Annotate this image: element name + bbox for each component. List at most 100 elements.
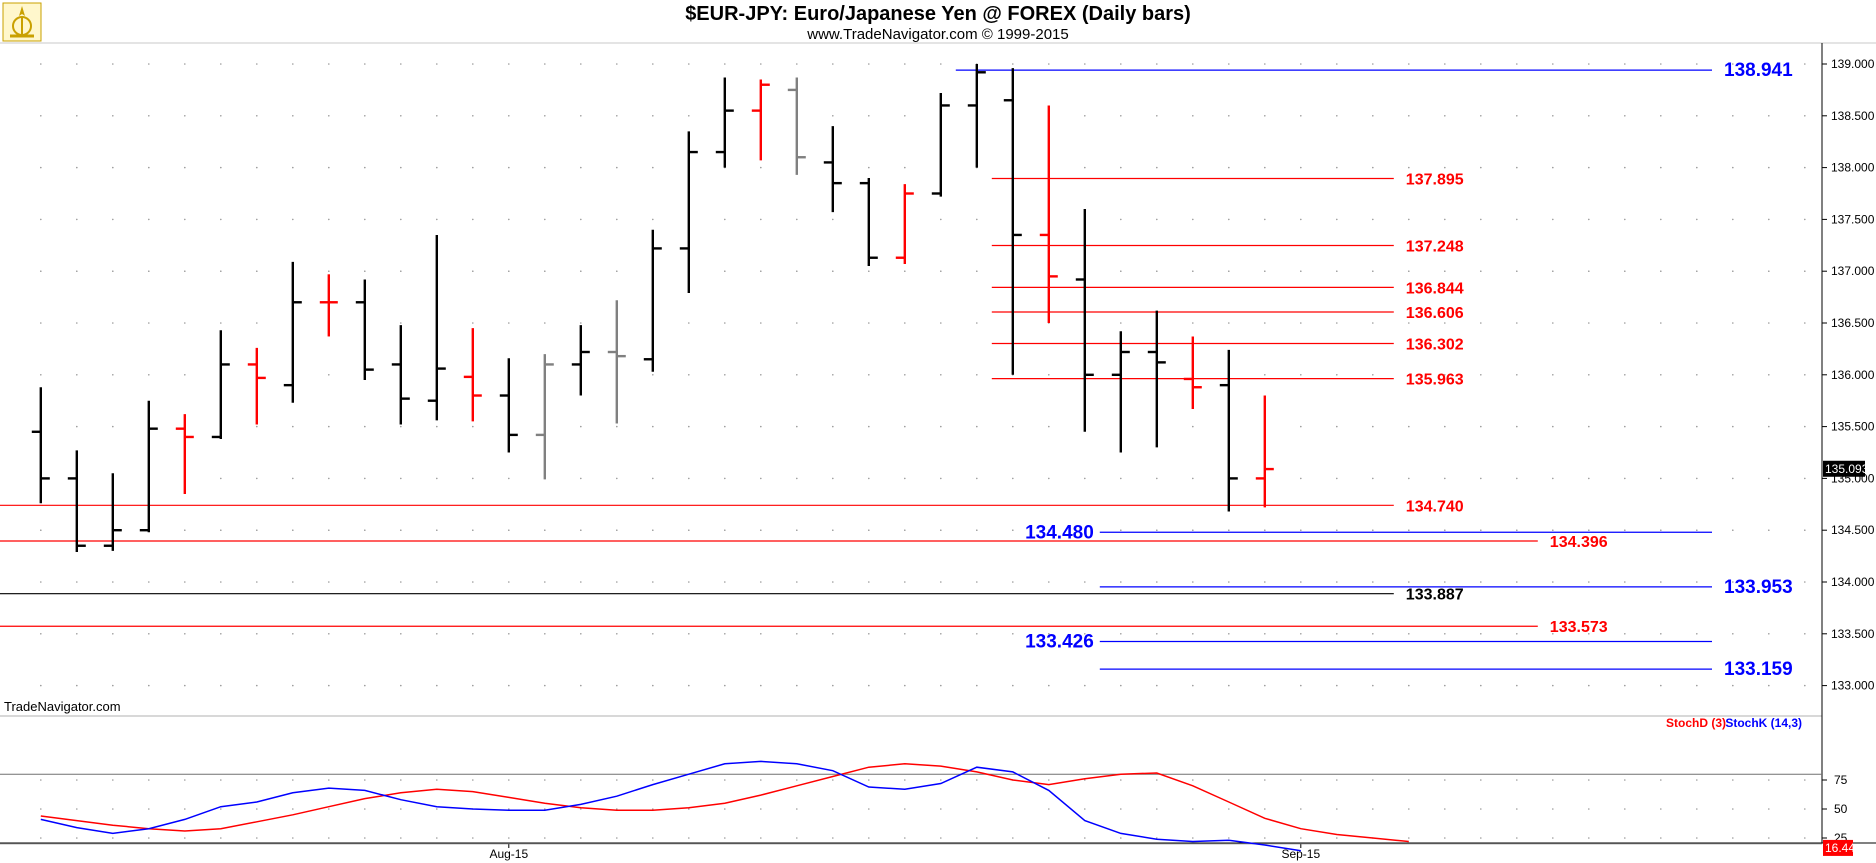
grid-dot: [1408, 477, 1410, 480]
grid-dot: [508, 633, 510, 635]
grid-dot: [760, 63, 762, 65]
grid-dot: [616, 808, 618, 810]
grid-dot: [220, 115, 222, 117]
grid-dot: [1480, 477, 1482, 480]
grid-dot: [580, 270, 582, 273]
grid-dot: [796, 581, 798, 583]
grid-dot: [364, 477, 366, 480]
grid-dot: [544, 581, 546, 583]
osc-last-value-label: 16.44: [1825, 841, 1855, 855]
grid-dot: [1120, 322, 1122, 324]
grid-dot: [1588, 779, 1590, 781]
grid-dot: [1696, 425, 1698, 428]
grid-dot: [148, 166, 150, 169]
grid-dot: [400, 166, 402, 169]
grid-dot: [112, 837, 114, 839]
grid-dot: [255, 425, 258, 428]
grid-dot: [1732, 581, 1734, 583]
last-price-label: 135.093: [1825, 462, 1869, 476]
grid-dot: [544, 322, 546, 324]
grid-dot: [1192, 808, 1194, 810]
grid-dot: [1300, 374, 1302, 376]
grid-dot: [1120, 63, 1122, 65]
grid-dot: [1372, 166, 1374, 169]
grid-dot: [652, 63, 654, 65]
osc-series-line: [40, 760, 1301, 852]
grid-dot: [904, 684, 906, 687]
grid-dot: [292, 684, 294, 687]
grid-dot: [472, 63, 474, 65]
grid-dot: [40, 779, 42, 781]
grid-dot: [724, 684, 726, 687]
grid-dot: [832, 374, 834, 376]
grid-dot: [760, 633, 762, 635]
grid-dot: [148, 837, 150, 839]
grid-dot: [976, 779, 978, 781]
grid-dot: [255, 581, 258, 583]
grid-dot: [1156, 477, 1158, 480]
grid-dot: [472, 166, 474, 169]
grid-dot: [1084, 166, 1086, 169]
grid-dot: [148, 63, 150, 65]
grid-dot: [112, 63, 114, 65]
grid-dot: [868, 633, 870, 635]
grid-dot: [220, 529, 222, 531]
grid-dot: [1552, 425, 1554, 428]
grid-dot: [1444, 63, 1446, 65]
grid-dot: [1300, 218, 1302, 221]
grid-dot: [1156, 63, 1158, 65]
grid-dot: [436, 581, 438, 583]
grid-dot: [1084, 684, 1086, 687]
grid-dot: [436, 477, 438, 480]
grid-dot: [868, 270, 870, 273]
grid-dot: [508, 63, 510, 65]
grid-dot: [580, 322, 582, 324]
grid-dot: [1156, 529, 1158, 531]
grid-dot: [688, 529, 690, 531]
grid-dot: [1660, 633, 1662, 635]
grid-dot: [1732, 374, 1734, 376]
grid-dot: [1480, 684, 1482, 687]
grid-dot: [184, 581, 186, 583]
grid-dot: [796, 374, 798, 376]
grid-dot: [472, 633, 474, 635]
grid-dot: [148, 808, 150, 810]
grid-dot: [1012, 837, 1014, 839]
grid-dot: [616, 837, 618, 839]
grid-dot: [1552, 166, 1554, 169]
grid-dot: [580, 63, 582, 65]
grid-dot: [436, 837, 438, 839]
grid-dot: [1192, 322, 1194, 324]
grid-dot: [255, 63, 258, 65]
y-tick-label: 135.500: [1831, 420, 1875, 434]
grid-dot: [940, 529, 942, 531]
grid-dot: [1660, 581, 1662, 583]
grid-dot: [1732, 115, 1734, 117]
grid-dot: [868, 425, 870, 428]
grid-dot: [1804, 477, 1806, 480]
grid-dot: [796, 425, 798, 428]
grid-dot: [688, 684, 690, 687]
y-tick-label: 137.500: [1831, 212, 1875, 226]
grid-dot: [1372, 115, 1374, 117]
y-tick-label: 136.500: [1831, 316, 1875, 330]
grid-dot: [580, 529, 582, 531]
grid-dot: [1588, 374, 1590, 376]
grid-dot: [724, 837, 726, 839]
grid-dot: [1696, 779, 1698, 781]
grid-dot: [1336, 374, 1338, 376]
grid-dot: [400, 837, 402, 839]
grid-dot: [1552, 63, 1554, 65]
grid-dot: [220, 684, 222, 687]
grid-dot: [796, 529, 798, 531]
grid-dot: [1192, 633, 1194, 635]
grid-dot: [904, 808, 906, 810]
grid-dot: [868, 529, 870, 531]
grid-dot: [976, 684, 978, 687]
grid-dot: [1300, 808, 1302, 810]
grid-dot: [328, 529, 330, 531]
grid-dot: [1660, 477, 1662, 480]
grid-dot: [1768, 63, 1770, 65]
grid-dot: [328, 808, 330, 810]
grid-dot: [1120, 837, 1122, 839]
